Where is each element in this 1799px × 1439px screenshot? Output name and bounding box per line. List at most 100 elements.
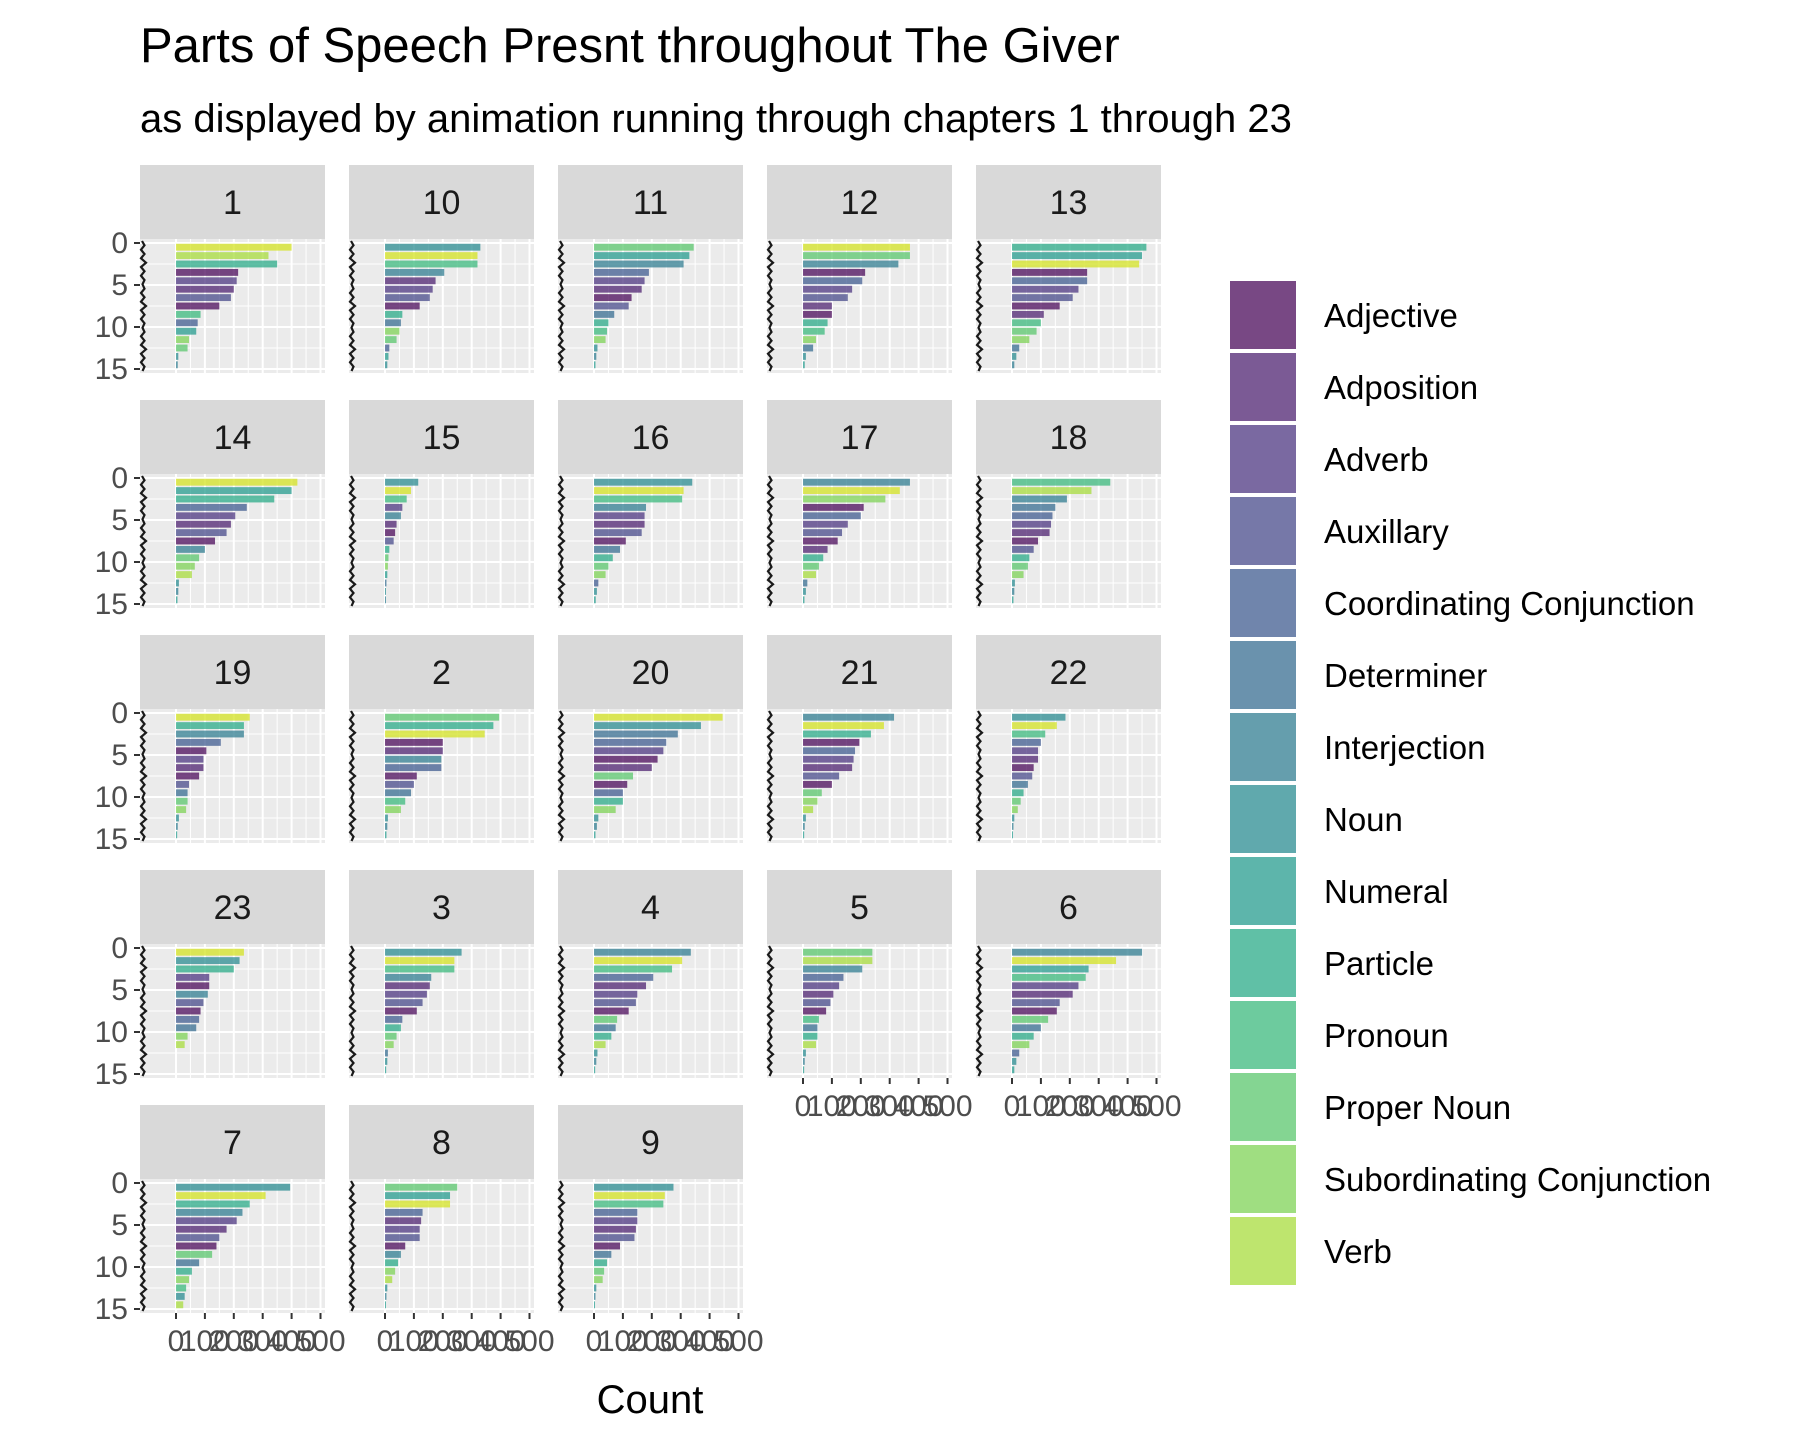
bar xyxy=(803,764,853,772)
bar xyxy=(594,512,645,520)
y-tick-label: 0 xyxy=(111,227,128,260)
y-tick-label: 0 xyxy=(111,932,128,965)
bar xyxy=(1012,965,1089,973)
bar xyxy=(594,789,623,797)
bar xyxy=(1012,520,1052,528)
baseline-jitter xyxy=(348,1180,357,1312)
bar xyxy=(803,562,819,570)
bar xyxy=(385,1292,387,1300)
legend-item: Auxillary xyxy=(1230,497,1449,565)
facet-label: 11 xyxy=(633,184,668,222)
bar xyxy=(803,294,848,302)
baseline-jitter xyxy=(348,475,357,607)
bar xyxy=(385,990,427,998)
legend-label: Subordinating Conjunction xyxy=(1324,1161,1711,1198)
bar xyxy=(594,1276,603,1284)
facet-label: 1 xyxy=(223,184,242,222)
facet-strip xyxy=(558,400,743,474)
bar xyxy=(594,1217,638,1225)
bar xyxy=(385,713,500,721)
bar xyxy=(1012,982,1079,990)
bar xyxy=(1012,487,1092,495)
bar xyxy=(594,361,596,369)
facet-strip xyxy=(140,1105,325,1179)
x-tick-label: 500 xyxy=(922,1090,972,1123)
bar xyxy=(1012,529,1050,537)
x-tick-label: 400 xyxy=(685,1325,735,1358)
bar xyxy=(385,336,397,344)
y-tick-label: 5 xyxy=(111,269,128,302)
bar xyxy=(594,1041,606,1049)
bar xyxy=(594,1234,635,1242)
baseline-jitter xyxy=(975,240,984,372)
bar xyxy=(385,1208,423,1216)
bar xyxy=(803,277,863,285)
bar xyxy=(594,780,628,788)
bar xyxy=(385,1259,399,1267)
bar xyxy=(385,529,396,537)
bar xyxy=(1012,352,1017,360)
bar xyxy=(385,764,442,772)
bar xyxy=(385,554,389,562)
bar xyxy=(176,1301,184,1309)
legend-key xyxy=(1230,929,1296,997)
x-tick-label: 0 xyxy=(168,1325,185,1358)
facet-label: 9 xyxy=(641,1124,660,1162)
bar xyxy=(803,1049,806,1057)
bar xyxy=(594,1200,664,1208)
bar xyxy=(594,1242,621,1250)
facet-panel: 18 xyxy=(975,400,1161,608)
bar xyxy=(594,1250,612,1258)
y-tick-label: 10 xyxy=(95,546,128,579)
bar xyxy=(385,571,388,579)
bar xyxy=(176,1200,250,1208)
bar xyxy=(176,1267,192,1275)
baseline-jitter xyxy=(139,475,148,607)
facet-strip xyxy=(349,870,534,944)
bar xyxy=(594,285,642,293)
bar xyxy=(176,730,244,738)
bar xyxy=(803,361,805,369)
bar xyxy=(385,294,430,302)
bar xyxy=(385,1217,422,1225)
legend-label: Numeral xyxy=(1324,873,1449,910)
legend-label: Particle xyxy=(1324,945,1434,982)
bar xyxy=(594,806,616,814)
bar xyxy=(176,336,190,344)
facet-label: 14 xyxy=(214,419,252,457)
legend-label: Proper Noun xyxy=(1324,1089,1511,1126)
x-tick-label: 400 xyxy=(476,1325,526,1358)
bar xyxy=(594,797,623,805)
bar xyxy=(803,545,828,553)
bar xyxy=(594,579,599,587)
legend-key xyxy=(1230,641,1296,709)
bar xyxy=(594,310,615,318)
baseline-jitter xyxy=(139,1180,148,1312)
bar xyxy=(1012,831,1013,839)
facet-panel: 23 0 5 10 15 xyxy=(95,870,325,1091)
bar xyxy=(1012,957,1117,965)
y-tick-label: 5 xyxy=(111,1209,128,1242)
bar xyxy=(176,1259,200,1267)
bar xyxy=(594,243,694,251)
facet-strip xyxy=(140,870,325,944)
bar xyxy=(1012,814,1015,822)
bar xyxy=(176,999,204,1007)
x-tick-label: 400 xyxy=(894,1090,944,1123)
bar xyxy=(1012,713,1066,721)
bar xyxy=(176,789,188,797)
bar xyxy=(385,1183,458,1191)
bar xyxy=(176,1041,185,1049)
bar xyxy=(385,755,442,763)
y-tick-label: 15 xyxy=(95,823,128,856)
legend-label: Auxillary xyxy=(1324,513,1449,550)
bar xyxy=(594,738,667,746)
bar xyxy=(176,503,247,511)
facet-label: 13 xyxy=(1050,184,1088,222)
bar xyxy=(594,495,683,503)
bar xyxy=(1012,730,1046,738)
x-tick-label: 500 xyxy=(1131,1090,1181,1123)
facet-label: 10 xyxy=(423,184,461,222)
